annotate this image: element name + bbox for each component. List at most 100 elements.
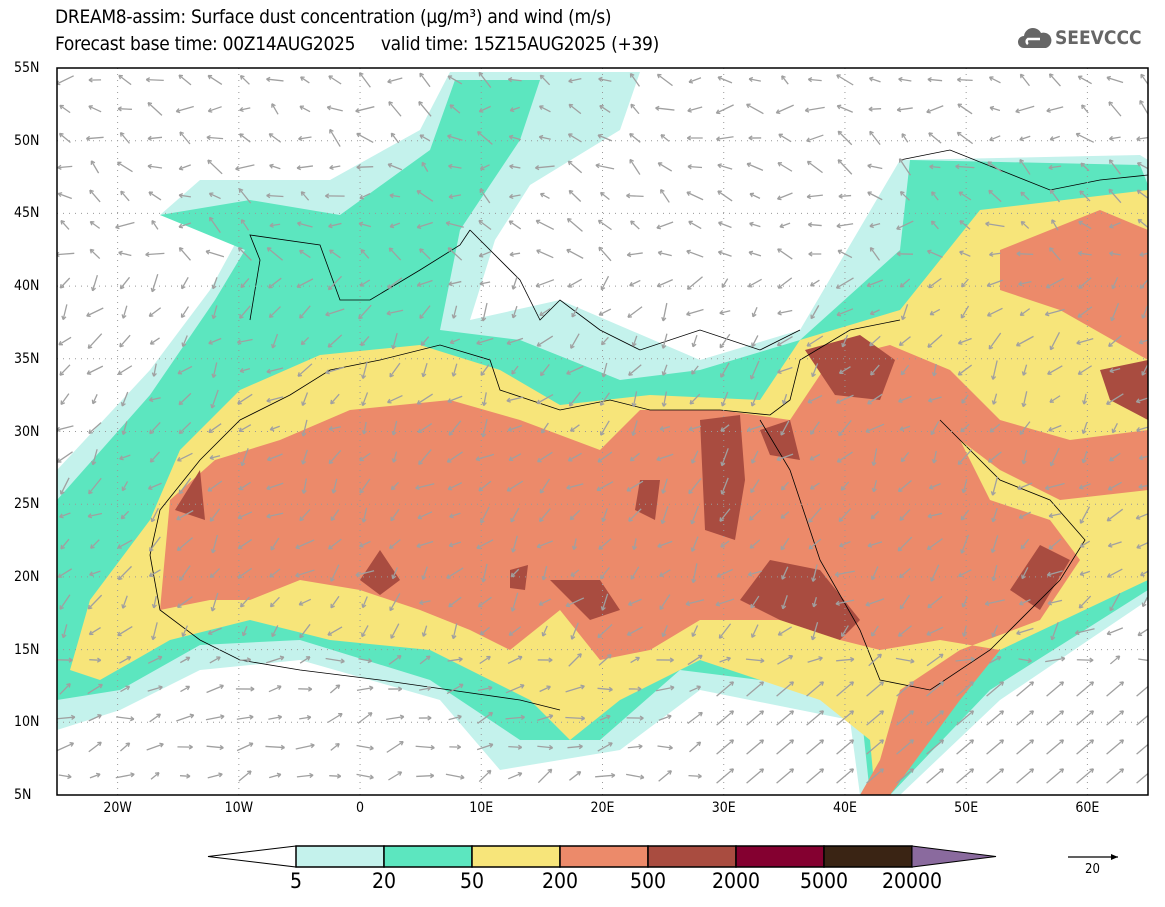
wind-arrowhead (751, 342, 756, 348)
map-frame (56, 67, 1149, 796)
wind-arrow (59, 512, 71, 518)
wind-arrow (88, 477, 102, 495)
wind-arrow (295, 569, 315, 577)
wind-arrowhead (931, 372, 937, 377)
wind-arrow (899, 425, 911, 431)
wind-arrowhead (716, 572, 722, 578)
wind-arrow (508, 626, 522, 636)
wind-arrowhead (807, 77, 813, 83)
wind-arrow (240, 596, 250, 608)
wind-arrow (898, 479, 912, 493)
wind-arrowhead (266, 513, 271, 519)
wind-arrowhead (1082, 400, 1088, 405)
wind-arrowhead (1020, 544, 1026, 550)
wind-arrow (478, 219, 492, 231)
wind-arrow (688, 478, 702, 494)
wind-arrow (416, 540, 434, 548)
wind-arrowhead (986, 312, 992, 317)
wind-arrowhead (1015, 341, 1021, 347)
wind-arrow (1136, 743, 1148, 755)
wind-arrow (178, 477, 192, 495)
wind-arrowhead (421, 161, 427, 167)
wind-arrow (1047, 570, 1063, 576)
wind-arrowhead (1081, 104, 1086, 110)
wind-arrow (149, 451, 161, 463)
wind-arrow (1045, 482, 1065, 490)
wind-arrow (269, 164, 281, 170)
wind-arrow (1078, 252, 1092, 256)
wind-arrowhead (961, 282, 966, 288)
wind-arrow (721, 391, 729, 407)
wind-arrowhead (927, 397, 933, 403)
wind-arrowhead (517, 744, 523, 750)
wind-arrowhead (266, 247, 272, 252)
wind-arrow (597, 742, 613, 752)
wind-arrow (865, 598, 885, 606)
wind-arrow (626, 194, 644, 198)
wind-arrow (266, 482, 284, 490)
wind-arrow (120, 510, 130, 520)
wind-arrow (446, 683, 464, 695)
wind-arrowhead (988, 76, 994, 81)
wind-arrowhead (697, 773, 702, 779)
wind-arrow (207, 74, 223, 86)
wind-arrow (899, 158, 911, 176)
wind-arrow (806, 335, 824, 347)
wind-arrowhead (269, 426, 275, 432)
wind-arrowhead (566, 370, 571, 375)
wind-arrow (209, 656, 221, 664)
wind-arrow (749, 222, 761, 228)
colorbar-swatch (383, 845, 473, 868)
wind-arrowhead (879, 710, 885, 715)
wind-arrowhead (69, 742, 75, 747)
wind-arrowhead (870, 514, 876, 520)
wind-arrow (627, 252, 643, 256)
wind-arrowhead (631, 431, 637, 436)
colorbar-under-triangle (207, 845, 297, 868)
wind-arrow (268, 716, 282, 720)
wind-arrowhead (58, 132, 64, 138)
wind-arrowhead (57, 164, 62, 170)
wind-arrowhead (960, 427, 965, 433)
wind-arrow (1106, 76, 1124, 84)
wind-arrowhead (1048, 544, 1054, 550)
wind-arrowhead (834, 571, 840, 577)
wind-arrow (566, 365, 584, 375)
wind-arrowhead (960, 549, 966, 554)
colorbar-swatch (471, 845, 561, 868)
wind-arrow (1082, 422, 1088, 434)
wind-arrow (991, 625, 999, 637)
wind-vectors (57, 71, 1148, 784)
wind-arrowhead (661, 402, 667, 407)
wind-arrowhead (367, 712, 373, 717)
wind-arrowhead (719, 309, 724, 316)
wind-arrow (1136, 714, 1148, 726)
wind-arrowhead (236, 339, 242, 345)
wind-arrow (808, 538, 822, 550)
wind-arrowhead (781, 399, 787, 405)
wind-arrowhead (57, 192, 63, 198)
wind-arrowhead (238, 188, 244, 193)
wind-arrow (237, 567, 253, 579)
wind-arrowhead (271, 103, 276, 108)
wind-arrow (238, 188, 252, 204)
wind-arrow (781, 481, 789, 491)
wind-arrow (840, 481, 850, 491)
wind-arrowhead (310, 743, 315, 749)
wind-arrowhead (331, 489, 337, 494)
wind-arrowhead (897, 632, 903, 637)
wind-arrowhead (630, 575, 636, 580)
wind-arrow (777, 162, 793, 172)
wind-arrow (960, 534, 970, 554)
wind-arrow (86, 365, 104, 375)
wind-arrow (869, 335, 881, 347)
wind-arrow (145, 252, 165, 256)
wind-arrowhead (789, 710, 795, 715)
wind-arrow (295, 744, 315, 750)
wind-arrow (120, 742, 130, 752)
wind-arrowhead (151, 372, 157, 377)
wind-arrowhead (957, 370, 963, 376)
wind-arrow (569, 391, 581, 407)
seevccc-logo: SEEVCCC (1018, 26, 1142, 50)
